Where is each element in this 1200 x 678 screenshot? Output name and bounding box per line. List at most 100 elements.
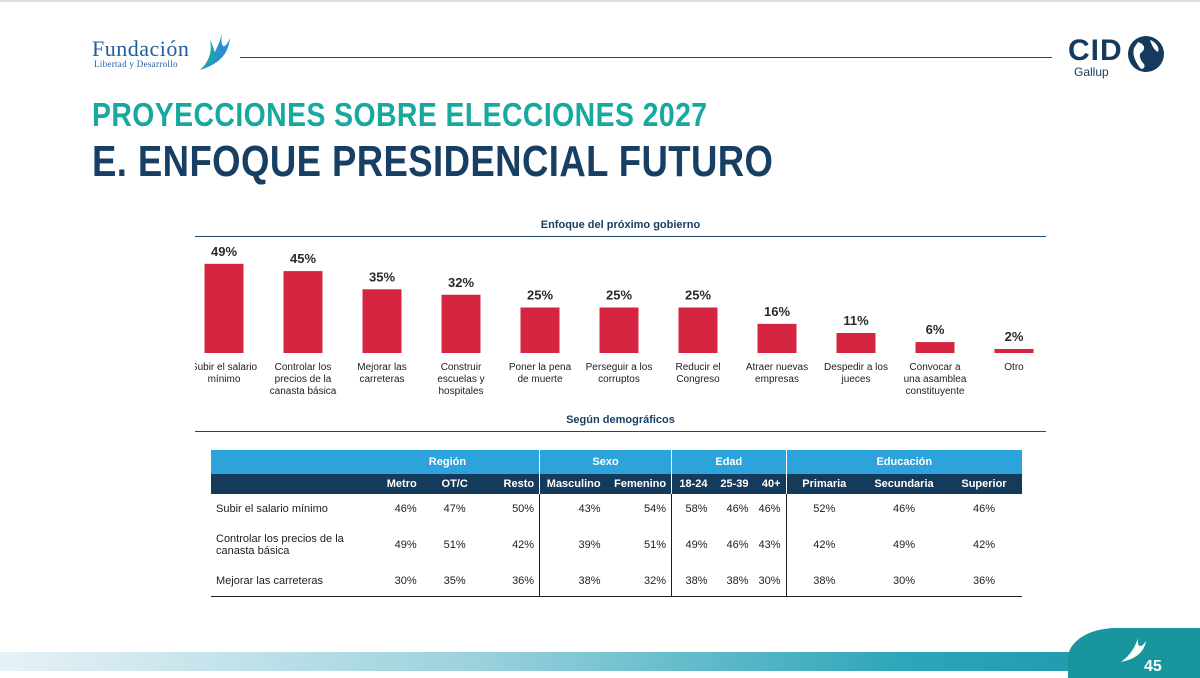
table-cell: 50%: [512, 503, 535, 515]
bar-value-label: 35%: [369, 269, 395, 284]
bar: [678, 307, 718, 353]
category-label: Despedir a los jueces: [824, 362, 888, 385]
footer-tab: [1068, 628, 1200, 678]
table-cell: 30%: [753, 566, 787, 597]
table-cell: 30%: [862, 566, 946, 597]
table-cell: 39%: [539, 524, 606, 566]
table-cell: 38%: [785, 566, 862, 597]
category-label: Reducir el Congreso: [675, 362, 720, 385]
bar: [362, 289, 402, 353]
bar: [204, 263, 244, 353]
page-number: 45: [1144, 658, 1162, 675]
demographics-title-rule: [195, 431, 1046, 432]
table-cell: 49%: [394, 539, 417, 551]
bar-value-label: 49%: [211, 244, 237, 259]
column-header: 18-24: [671, 474, 713, 494]
table-cell: 46%: [972, 503, 995, 515]
table-cell: 49%: [671, 524, 713, 566]
flame-hand-icon: [1121, 638, 1146, 662]
bar-value-label: 45%: [290, 251, 316, 266]
table-cell: 42%: [972, 539, 995, 551]
column-header: 40+: [753, 474, 787, 494]
footer-band: [0, 652, 1200, 671]
table-row: Subir el salario mínimo 46% 47% 50% 43% …: [211, 494, 1022, 524]
group-header-region: Región: [355, 450, 540, 474]
bar-value-label: 11%: [843, 313, 869, 328]
table-cell: 32%: [605, 566, 672, 597]
table-cell: 42%: [785, 524, 862, 566]
bar-chart: 49% Subir el salario mínimo 45% Controlar lo…: [195, 244, 1034, 397]
fundacion-logo-subtext: Libertad y Desarrollo: [94, 59, 178, 69]
category-label: Controlar los precios de la canasta básica: [270, 362, 337, 397]
category-label: Convocar a una asamblea constituyente: [904, 362, 967, 397]
category-label: Subir el salario mínimo: [195, 362, 258, 385]
bar-value-label: 25%: [685, 288, 711, 303]
bar: [441, 294, 481, 353]
column-header: Resto: [487, 474, 540, 494]
table-cell: 36%: [487, 566, 540, 597]
bar: [994, 349, 1034, 353]
fundacion-logo-text: Fundación: [92, 36, 190, 61]
bar-value-label: 6%: [926, 322, 945, 337]
table-row: Controlar los precios de la canasta bási…: [211, 524, 1022, 566]
cid-gallup-logo: CID Gallup: [1068, 34, 1168, 84]
bar: [599, 307, 639, 353]
column-header: Secundaria: [862, 474, 946, 494]
row-label: Controlar los precios de la canasta bási…: [216, 533, 344, 557]
page-subtitle: E. ENFOQUE PRESIDENCIAL FUTURO: [92, 137, 774, 186]
table-cell: 46%: [758, 503, 781, 515]
bar: [283, 271, 323, 353]
table-cell: 47%: [443, 503, 466, 515]
table-cell: 43%: [539, 494, 606, 524]
bar-value-label: 2%: [1005, 329, 1024, 344]
group-header-sex: Sexo: [539, 450, 672, 474]
cid-logo-text: CID: [1068, 34, 1123, 67]
table-cell: 35%: [421, 566, 488, 597]
column-header: Superior: [945, 474, 1022, 494]
chart-title-rule: [195, 236, 1046, 237]
table-cell: 54%: [644, 503, 667, 515]
column-header: Femenino: [605, 474, 672, 494]
column-header: Metro: [355, 474, 422, 494]
category-label: Mejorar las carreteras: [357, 362, 406, 385]
table-cell: 46%: [726, 539, 749, 551]
globe-icon: [1128, 36, 1164, 72]
category-label: Otro: [1004, 362, 1024, 373]
chart-title: Enfoque del próximo gobierno: [540, 219, 701, 231]
header-rule: [240, 57, 1052, 58]
table-cell: 36%: [945, 566, 1022, 597]
column-header: OT/C: [421, 474, 488, 494]
table-cell: 38%: [539, 566, 606, 597]
table-cell: 38%: [712, 566, 754, 597]
bar-value-label: 16%: [764, 304, 790, 319]
bar: [915, 342, 955, 353]
flame-hand-icon: [200, 34, 230, 70]
table-cell: 51%: [644, 539, 667, 551]
bar-value-label: 25%: [606, 288, 632, 303]
table-cell: 46%: [394, 503, 417, 515]
table-cell: 49%: [892, 539, 915, 551]
table-cell: 46%: [726, 503, 749, 515]
column-header: Primaria: [785, 474, 862, 494]
table-cell: 42%: [512, 539, 535, 551]
bar: [836, 332, 876, 353]
table-cell: 52%: [785, 494, 862, 524]
table-cell: 51%: [443, 539, 466, 551]
category-label: Poner la pena de muerte: [509, 362, 572, 385]
table-cell: 43%: [758, 539, 781, 551]
fundacion-logo: Fundación Libertad y Desarrollo: [92, 30, 242, 82]
table-cell: 38%: [671, 566, 713, 597]
group-header-row: Región Sexo Edad Educación: [211, 450, 1022, 474]
column-header: 25-39: [712, 474, 754, 494]
category-label: Construir escuelas y hospitales: [437, 362, 484, 397]
table-cell: 46%: [892, 503, 915, 515]
top-border: [0, 0, 1200, 2]
row-label: Subir el salario mínimo: [216, 503, 328, 515]
table-cell: 30%: [355, 566, 422, 597]
group-header-blank: [211, 450, 356, 474]
category-label: Perseguir a los corruptos: [586, 362, 653, 385]
table-row: Mejorar las carreteras 30% 35% 36% 38% 3…: [211, 566, 1022, 597]
bar: [520, 307, 560, 353]
row-label: Mejorar las carreteras: [211, 566, 356, 597]
demographics-table: Región Sexo Edad Educación Metro OT/C Re…: [211, 450, 1022, 597]
